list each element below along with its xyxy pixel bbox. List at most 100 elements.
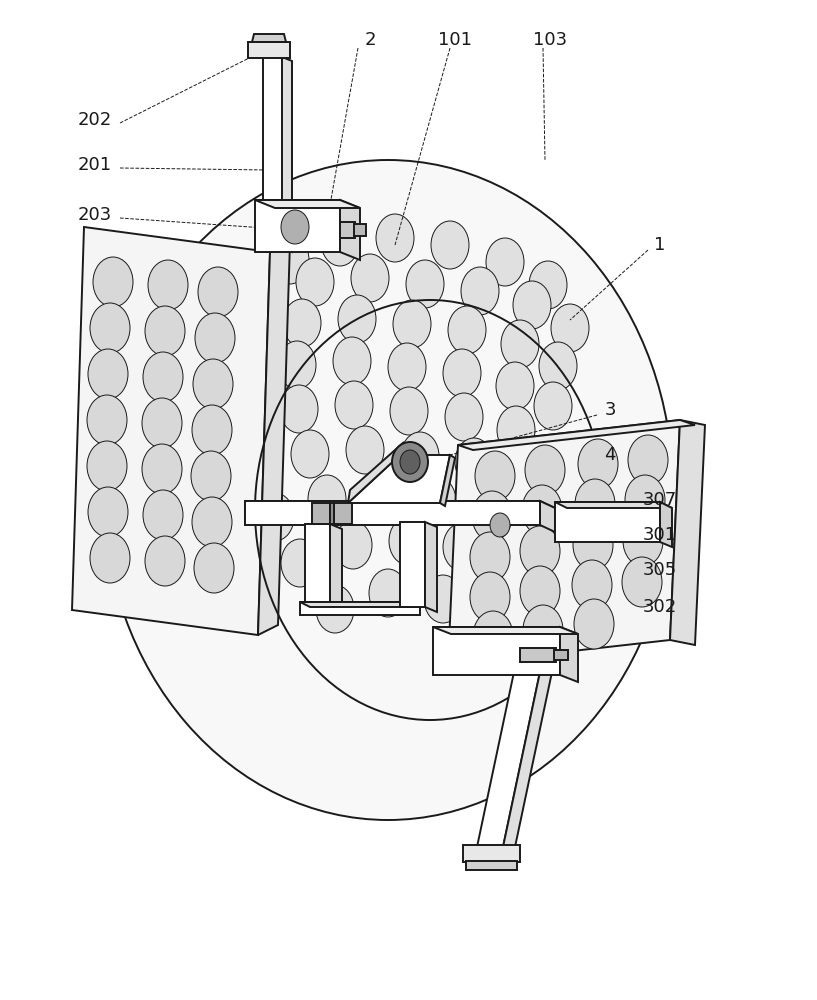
Text: 302: 302: [643, 598, 677, 616]
Ellipse shape: [193, 359, 233, 409]
Polygon shape: [263, 57, 282, 248]
Ellipse shape: [472, 491, 512, 541]
Ellipse shape: [351, 254, 389, 302]
Ellipse shape: [239, 448, 277, 496]
Polygon shape: [555, 502, 672, 508]
Ellipse shape: [575, 479, 615, 529]
Ellipse shape: [93, 257, 133, 307]
Ellipse shape: [195, 313, 235, 363]
Ellipse shape: [280, 385, 318, 433]
Ellipse shape: [389, 517, 427, 565]
Ellipse shape: [363, 471, 401, 519]
Polygon shape: [300, 602, 420, 615]
Ellipse shape: [622, 557, 662, 607]
Ellipse shape: [520, 566, 560, 616]
Ellipse shape: [623, 516, 663, 566]
Ellipse shape: [145, 306, 185, 356]
Ellipse shape: [506, 450, 544, 498]
Ellipse shape: [142, 444, 182, 494]
Ellipse shape: [418, 477, 456, 525]
Ellipse shape: [525, 445, 565, 495]
Ellipse shape: [226, 359, 264, 407]
Text: 4: 4: [605, 446, 616, 464]
Ellipse shape: [243, 276, 281, 324]
Text: 3: 3: [605, 401, 616, 419]
Polygon shape: [340, 222, 355, 238]
Ellipse shape: [497, 406, 535, 454]
Ellipse shape: [578, 439, 618, 489]
Ellipse shape: [400, 450, 420, 474]
Ellipse shape: [278, 341, 316, 389]
Ellipse shape: [194, 543, 234, 593]
Ellipse shape: [628, 435, 668, 485]
Ellipse shape: [148, 260, 188, 310]
Text: 202: 202: [78, 111, 112, 129]
Text: 307: 307: [643, 491, 677, 509]
Polygon shape: [433, 627, 560, 675]
Ellipse shape: [470, 572, 510, 622]
Polygon shape: [354, 224, 366, 236]
Polygon shape: [555, 502, 660, 542]
Ellipse shape: [445, 393, 483, 441]
Polygon shape: [258, 242, 290, 635]
Ellipse shape: [145, 536, 185, 586]
Polygon shape: [520, 648, 556, 662]
Ellipse shape: [572, 560, 612, 610]
Text: 203: 203: [78, 206, 112, 224]
Ellipse shape: [390, 387, 428, 435]
Ellipse shape: [574, 599, 614, 649]
Ellipse shape: [333, 337, 371, 385]
Ellipse shape: [573, 520, 613, 570]
Polygon shape: [282, 57, 292, 252]
Ellipse shape: [392, 442, 428, 482]
Polygon shape: [255, 200, 360, 208]
Ellipse shape: [461, 267, 499, 315]
Polygon shape: [554, 650, 568, 660]
Ellipse shape: [369, 569, 407, 617]
Ellipse shape: [401, 432, 439, 480]
Ellipse shape: [625, 475, 665, 525]
Ellipse shape: [406, 260, 444, 308]
Polygon shape: [425, 522, 437, 612]
Polygon shape: [300, 602, 430, 607]
Ellipse shape: [316, 585, 354, 633]
Polygon shape: [255, 200, 340, 252]
Ellipse shape: [431, 221, 469, 269]
Polygon shape: [540, 501, 555, 532]
Ellipse shape: [470, 532, 510, 582]
Ellipse shape: [490, 513, 510, 537]
Ellipse shape: [283, 299, 321, 347]
Polygon shape: [248, 42, 290, 58]
Polygon shape: [448, 420, 680, 665]
Ellipse shape: [551, 304, 589, 352]
Ellipse shape: [281, 539, 319, 587]
Polygon shape: [340, 200, 360, 260]
Ellipse shape: [534, 382, 572, 430]
Polygon shape: [334, 503, 352, 524]
Polygon shape: [72, 227, 270, 635]
Ellipse shape: [271, 236, 309, 284]
Text: 101: 101: [438, 31, 472, 49]
Ellipse shape: [88, 487, 128, 537]
Ellipse shape: [338, 295, 376, 343]
Ellipse shape: [486, 238, 524, 286]
Polygon shape: [348, 455, 450, 503]
Ellipse shape: [87, 441, 127, 491]
Polygon shape: [348, 442, 404, 503]
Polygon shape: [458, 420, 695, 450]
Polygon shape: [252, 34, 286, 42]
Polygon shape: [477, 672, 540, 847]
Ellipse shape: [321, 218, 359, 266]
Ellipse shape: [473, 611, 513, 661]
Ellipse shape: [523, 605, 563, 655]
Ellipse shape: [229, 403, 267, 451]
Text: 1: 1: [654, 236, 666, 254]
Ellipse shape: [520, 526, 560, 576]
Polygon shape: [400, 522, 425, 607]
Ellipse shape: [143, 352, 183, 402]
Polygon shape: [660, 502, 672, 547]
Ellipse shape: [529, 261, 567, 309]
Ellipse shape: [388, 343, 426, 391]
Ellipse shape: [539, 342, 577, 390]
Ellipse shape: [501, 320, 539, 368]
